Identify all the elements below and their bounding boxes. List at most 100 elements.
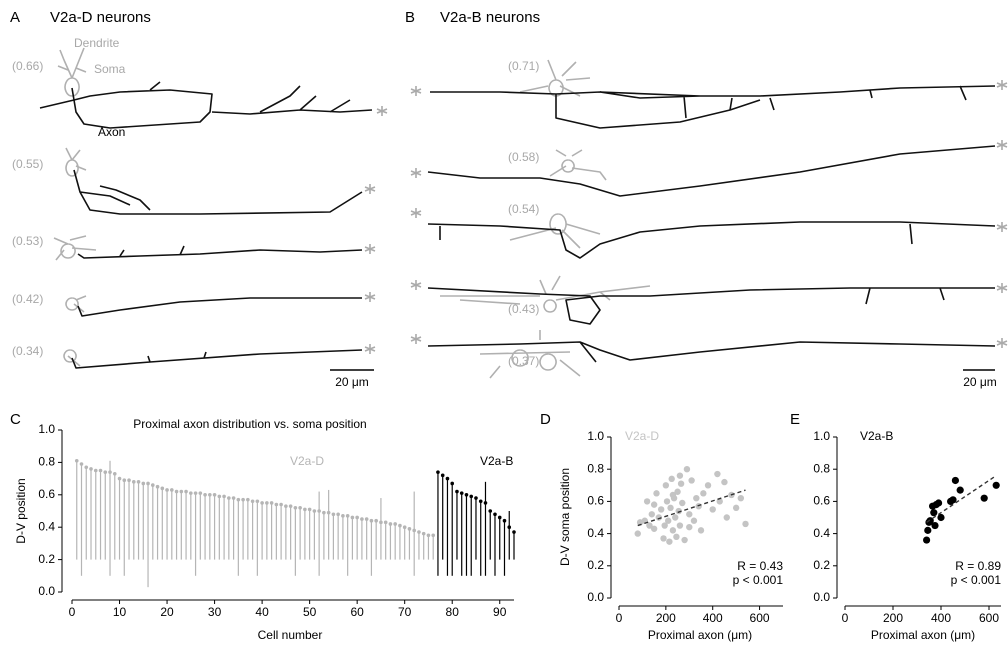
series-label: V2a-B xyxy=(480,454,513,468)
soma-dot xyxy=(322,510,326,515)
soma-dot xyxy=(98,468,103,473)
scatter-point xyxy=(686,511,693,518)
annotation: R = 0.89 xyxy=(955,559,1001,573)
soma-dot xyxy=(269,501,274,505)
scatter-point xyxy=(690,517,698,524)
soma-dot xyxy=(412,528,416,533)
soma-dot xyxy=(127,478,131,483)
scale-label: 20 μm xyxy=(963,375,997,389)
scatter-point xyxy=(650,501,658,508)
soma-label: Soma xyxy=(94,62,126,76)
y-axis-label: D-V soma position xyxy=(558,468,572,566)
soma-dot xyxy=(79,462,84,466)
scatter-point xyxy=(669,491,677,499)
series-label: V2a-D xyxy=(290,454,324,468)
soma-dot xyxy=(122,478,127,483)
soma-dot xyxy=(478,499,483,504)
soma-dot xyxy=(93,468,98,473)
panel-title: V2a-D neurons xyxy=(50,9,151,26)
soma-dot xyxy=(303,507,307,512)
soma-dot xyxy=(474,496,478,500)
soma-dot xyxy=(174,489,179,494)
soma-dot xyxy=(193,491,198,495)
panel-title: V2a-B neurons xyxy=(440,9,540,26)
panel-a: A V2a-D neurons Dendrite Soma Axon (0.66… xyxy=(10,9,388,389)
soma-dot xyxy=(512,530,516,534)
panel-letter: A xyxy=(10,9,20,26)
scatter-point xyxy=(693,494,700,502)
soma-dot xyxy=(131,480,136,484)
scatter-point xyxy=(660,535,667,542)
soma-dot xyxy=(203,493,207,497)
annotation: p < 0.001 xyxy=(733,573,784,587)
scatter-point xyxy=(646,522,653,529)
series-label: V2a-B xyxy=(860,429,893,443)
position-label: (0.43) xyxy=(508,302,539,316)
soma-dot xyxy=(284,504,288,508)
soma-dot xyxy=(150,483,155,487)
soma-dot xyxy=(445,476,450,481)
chart-title: Proximal axon distribution vs. soma posi… xyxy=(133,417,366,431)
soma-dot xyxy=(464,493,469,497)
panel-letter: B xyxy=(405,9,415,26)
soma-dot xyxy=(279,502,283,507)
scatter-point xyxy=(704,482,712,489)
x-tick-label: 20 xyxy=(160,605,174,619)
scatter-point xyxy=(672,514,679,521)
soma-dot xyxy=(488,509,493,513)
scatter-point xyxy=(648,511,655,518)
soma-dot xyxy=(360,517,364,521)
soma-dot xyxy=(393,522,397,526)
position-label: (0.53) xyxy=(12,234,43,248)
scatter-point xyxy=(634,530,641,537)
soma-dot xyxy=(355,515,359,520)
soma-dot xyxy=(364,517,369,521)
panel-letter: C xyxy=(10,411,21,428)
soma-dot xyxy=(246,497,250,502)
soma-dot xyxy=(336,512,340,517)
soma-dot xyxy=(407,527,412,531)
x-axis-label: Proximal axon (μm) xyxy=(871,628,975,642)
scatter-point xyxy=(700,490,707,497)
soma-dot xyxy=(312,509,317,513)
soma-dot xyxy=(459,491,464,495)
soma-dot xyxy=(493,512,497,517)
y-tick-label: 1.0 xyxy=(38,422,55,436)
soma-dot xyxy=(189,491,193,495)
x-tick-label: 40 xyxy=(255,605,269,619)
soma-dot xyxy=(231,496,236,500)
soma-dot xyxy=(374,518,378,523)
soma-dot xyxy=(426,533,431,538)
soma-dot xyxy=(217,494,222,499)
scatter-point xyxy=(956,486,964,494)
scatter-point xyxy=(676,472,684,479)
scatter-point xyxy=(931,521,939,530)
soma-dot xyxy=(227,496,231,500)
scatter-point xyxy=(679,499,686,507)
scatter-point xyxy=(643,498,651,505)
scatter-point xyxy=(949,496,957,504)
scatter-point xyxy=(992,481,1000,489)
x-tick-label: 80 xyxy=(446,605,460,619)
panel-b: B V2a-B neurons (0.71) (0.58) (0.54) (0.… xyxy=(405,9,1008,389)
soma-dot xyxy=(117,476,122,481)
scatter-point xyxy=(980,494,988,502)
scatter-point xyxy=(662,482,670,489)
soma-dot xyxy=(431,533,436,538)
y-tick-label: 0.2 xyxy=(38,552,55,566)
soma-dot xyxy=(170,488,174,492)
soma-dot xyxy=(198,491,203,495)
soma-dot xyxy=(379,520,383,525)
soma-dot xyxy=(369,518,374,523)
x-tick-label: 200 xyxy=(883,611,903,625)
scatter-point xyxy=(742,520,749,528)
y-tick-label: 0.0 xyxy=(587,590,604,604)
scatter-point xyxy=(657,506,665,513)
scatter-point xyxy=(723,514,730,521)
position-label: (0.58) xyxy=(508,150,539,164)
scatter-point xyxy=(924,526,932,534)
scatter-point xyxy=(663,498,671,505)
soma-dot xyxy=(402,525,407,529)
position-label: (0.71) xyxy=(508,59,539,73)
